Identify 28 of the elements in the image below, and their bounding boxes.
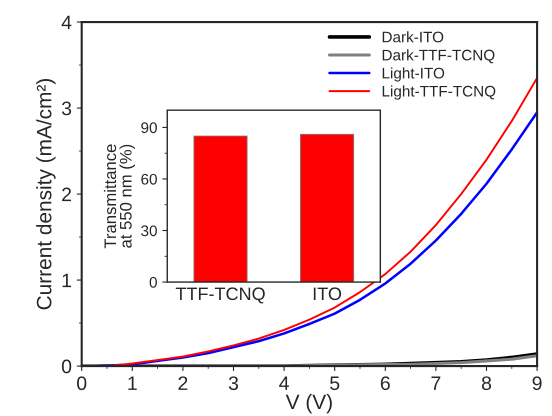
- y-tick-label: 3: [62, 102, 72, 116]
- y-tick-label: 0: [62, 360, 72, 374]
- legend-label: Light-ITO: [382, 67, 444, 82]
- x-axis-title: V (V): [286, 394, 332, 414]
- x-tick-label: ITO: [314, 287, 342, 300]
- x-tick-label: 5: [330, 376, 340, 390]
- y-tick-label: 4: [62, 16, 72, 30]
- y-tick-label: 1: [62, 274, 72, 288]
- y-tick-label: 30: [141, 225, 157, 236]
- legend-label: Dark-TTF-TCNQ: [382, 49, 494, 64]
- x-tick-label: 7: [431, 376, 440, 390]
- x-tick-label: 6: [380, 376, 390, 390]
- x-tick-label: 0: [77, 376, 86, 390]
- y-tick-label: 60: [141, 174, 157, 185]
- y-axis-title: Transmittance at 550 nm (%): [104, 144, 135, 248]
- legend-label: Dark-ITO: [382, 31, 444, 42]
- x-tick-label: 2: [178, 376, 188, 390]
- legend-label: Light-TTF-TCNQ: [382, 85, 496, 100]
- x-tick-label: TTF-TCNQ: [176, 287, 265, 304]
- x-tick-label: 9: [532, 376, 542, 390]
- x-tick-label: 4: [279, 376, 289, 390]
- x-tick-label: 3: [228, 376, 238, 390]
- y-tick-label: 90: [141, 122, 157, 134]
- x-tick-label: 8: [482, 376, 492, 390]
- x-tick-label: 1: [128, 376, 137, 390]
- y-tick-label: 2: [62, 188, 71, 202]
- y-axis-title: Current density (mA/cm²): [36, 79, 56, 310]
- y-tick-label: 0: [150, 276, 157, 288]
